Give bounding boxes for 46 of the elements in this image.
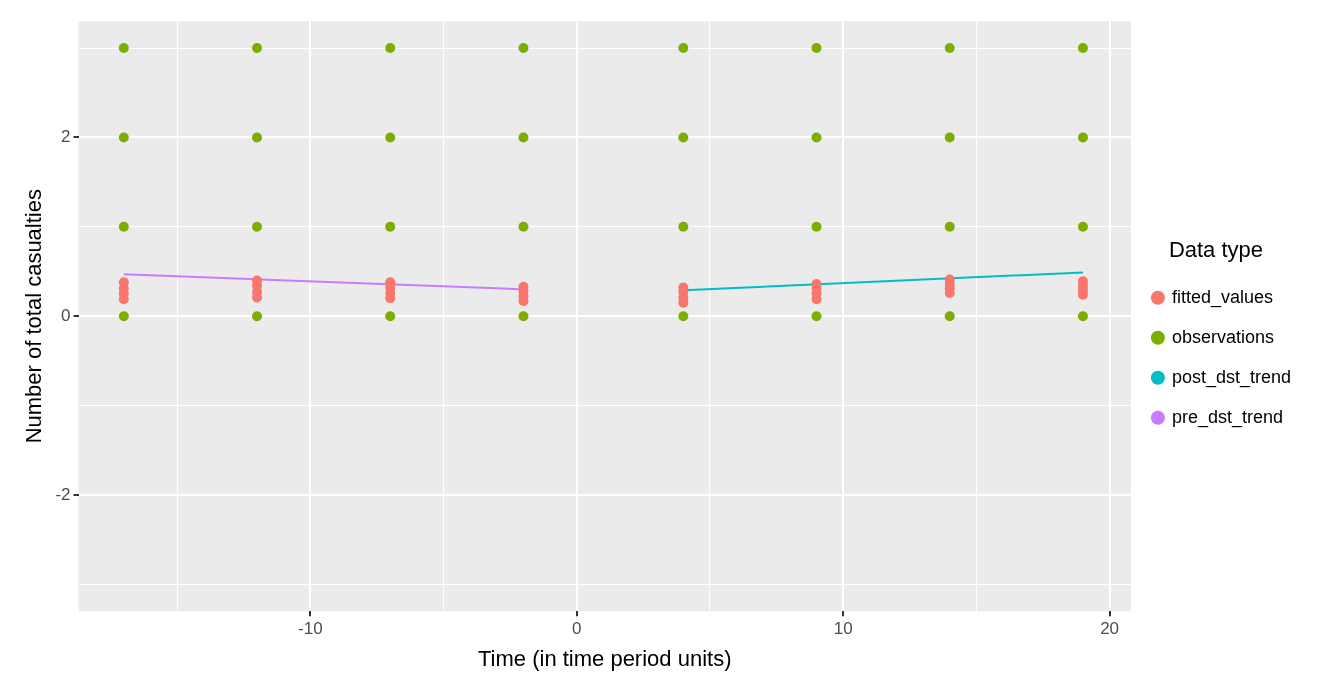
y-axis-title: Number of total casualties xyxy=(21,189,47,444)
x-tick-label: -10 xyxy=(298,619,323,639)
point xyxy=(518,221,529,232)
y-tick-label: 2 xyxy=(61,127,71,147)
point xyxy=(944,43,955,54)
y-tick-label: 0 xyxy=(61,305,71,325)
point xyxy=(118,43,129,54)
point xyxy=(118,132,129,143)
point xyxy=(1077,311,1088,322)
point xyxy=(385,132,396,143)
x-tick-label: 20 xyxy=(1100,619,1120,639)
point xyxy=(385,43,396,54)
legend-label: pre_dst_trend xyxy=(1171,406,1283,428)
point xyxy=(252,221,263,232)
point xyxy=(118,221,129,232)
point xyxy=(944,132,955,143)
point xyxy=(1077,132,1088,143)
point xyxy=(1077,43,1088,54)
point xyxy=(518,311,529,322)
point xyxy=(252,43,263,54)
point xyxy=(811,221,822,232)
point xyxy=(944,221,955,232)
point xyxy=(678,132,689,143)
point xyxy=(385,311,396,322)
point xyxy=(678,43,689,54)
point xyxy=(811,132,822,143)
x-tick-label: 0 xyxy=(572,619,582,639)
point xyxy=(518,43,529,54)
point xyxy=(252,311,263,322)
point xyxy=(1077,221,1088,232)
point xyxy=(518,132,529,143)
legend-label: post_dst_trend xyxy=(1171,366,1292,388)
point xyxy=(252,132,263,143)
legend-label: fitted_values xyxy=(1171,286,1273,308)
x-tick-label: 10 xyxy=(833,619,853,639)
y-tick-label: -2 xyxy=(55,484,71,504)
point xyxy=(678,311,689,322)
x-axis-title: Time (in time period units) xyxy=(477,645,732,671)
point xyxy=(811,43,822,54)
point xyxy=(944,311,955,322)
point xyxy=(811,311,822,322)
legend-title: Data type xyxy=(1168,237,1264,263)
point xyxy=(118,311,129,322)
legend-label: observations xyxy=(1171,326,1274,347)
point xyxy=(385,221,396,232)
point xyxy=(678,221,689,232)
